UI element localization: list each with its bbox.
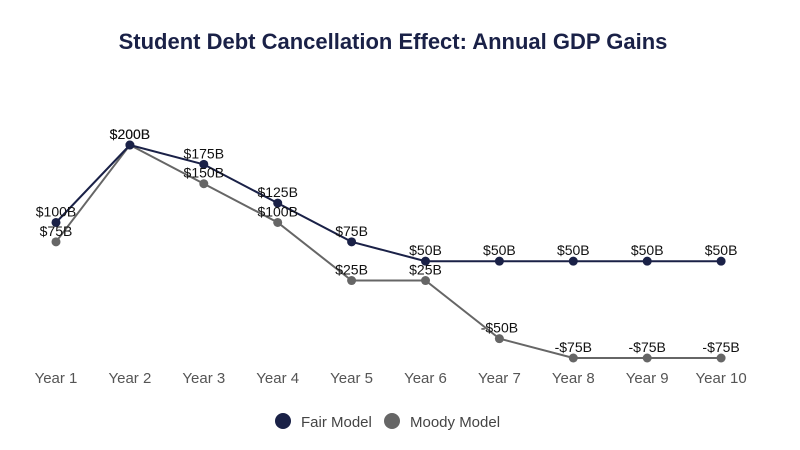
x-axis-ticks: Year 1 Year 2 Year 3 Year 4 Year 5 Year 6 Year… <box>35 370 747 387</box>
data-point[interactable] <box>199 179 209 189</box>
data-point[interactable] <box>273 198 283 208</box>
data-label: $100B <box>257 203 297 219</box>
data-point[interactable] <box>51 217 61 227</box>
x-tick-label: Year 4 <box>256 370 299 387</box>
data-point[interactable] <box>199 159 209 169</box>
data-label: $50B <box>705 242 738 258</box>
data-point[interactable] <box>273 217 283 227</box>
data-point[interactable] <box>642 353 652 363</box>
data-point[interactable] <box>51 237 61 247</box>
data-label: -$75B <box>702 339 739 355</box>
series-line <box>55 143 722 359</box>
x-tick-label: Year 2 <box>108 370 151 387</box>
legend: Fair Model Moody Model <box>275 413 500 431</box>
data-point[interactable] <box>568 353 578 363</box>
legend-marker <box>275 413 291 429</box>
data-label: $50B <box>631 242 664 258</box>
chart-title: Student Debt Cancellation Effect: Annual… <box>119 29 668 54</box>
x-tick-label: Year 9 <box>626 370 669 387</box>
data-label: $100B <box>36 203 76 219</box>
data-label: $75B <box>335 223 368 239</box>
data-point[interactable] <box>642 256 652 266</box>
data-point[interactable] <box>716 353 726 363</box>
data-labels-0: $100B $200B $175B $125B $75B $50B $50B $50B $50B… <box>36 126 738 258</box>
data-label: $200B <box>110 126 150 142</box>
data-label: $175B <box>184 145 224 161</box>
series-1 <box>51 140 726 363</box>
legend-item[interactable]: Fair Model <box>275 413 372 431</box>
x-tick-label: Year 5 <box>330 370 373 387</box>
data-label: -$50B <box>481 320 518 336</box>
data-point[interactable] <box>716 256 726 266</box>
x-tick-label: Year 7 <box>478 370 521 387</box>
data-point[interactable] <box>421 276 430 286</box>
series-0 <box>51 140 726 266</box>
legend-label: Moody Model <box>410 414 500 431</box>
legend-marker <box>384 413 400 429</box>
data-point[interactable] <box>347 237 357 247</box>
data-label: -$75B <box>629 339 666 355</box>
data-label: $200B <box>110 126 150 142</box>
data-point[interactable] <box>568 256 578 266</box>
data-label: $150B <box>184 165 224 181</box>
data-label: $50B <box>409 242 442 258</box>
legend-item[interactable]: Moody Model <box>384 413 500 431</box>
series-line <box>55 143 722 263</box>
data-labels-1: $75B $200B $150B $100B $25B $25B -$50B -$75B -$7… <box>40 126 740 355</box>
x-tick-label: Year 6 <box>404 370 447 387</box>
data-point[interactable] <box>494 256 504 266</box>
data-point[interactable] <box>125 140 135 150</box>
x-tick-label: Year 3 <box>182 370 225 387</box>
data-point[interactable] <box>494 334 504 344</box>
data-label: $75B <box>40 223 73 239</box>
data-label: $125B <box>257 184 297 200</box>
legend-label: Fair Model <box>301 414 372 431</box>
x-tick-label: Year 8 <box>552 370 595 387</box>
data-label: $25B <box>409 262 442 278</box>
data-point[interactable] <box>421 256 430 266</box>
data-label: $50B <box>557 242 590 258</box>
series-layer: $100B $200B $175B $125B $75B $50B $50B $50B $50B… <box>36 126 740 363</box>
data-label: $25B <box>335 262 368 278</box>
x-tick-label: Year 10 <box>696 370 747 387</box>
x-tick-label: Year 1 <box>35 370 78 387</box>
data-label: $50B <box>483 242 516 258</box>
data-label: -$75B <box>555 339 592 355</box>
data-point[interactable] <box>347 276 357 286</box>
